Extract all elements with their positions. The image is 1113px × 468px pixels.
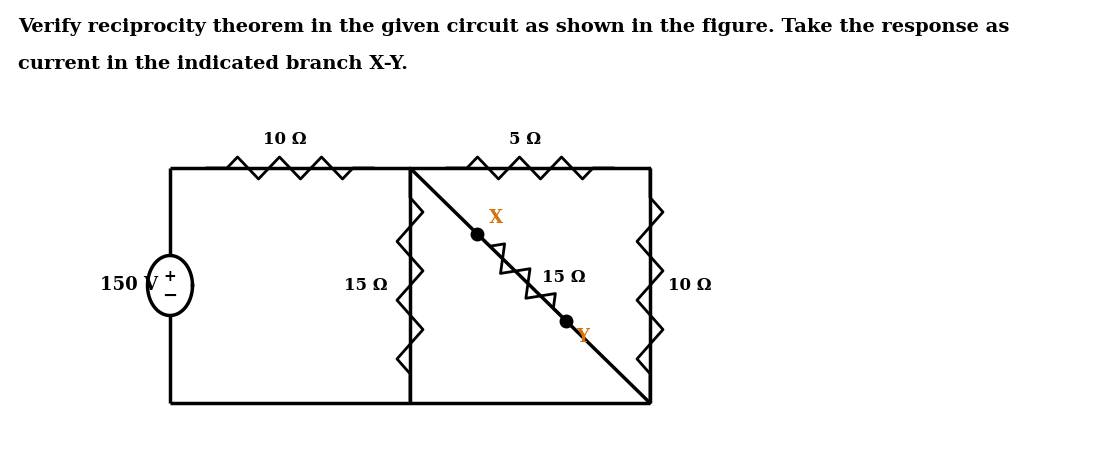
Text: 10 Ω: 10 Ω [263,131,307,148]
Text: Y: Y [577,328,589,346]
Text: −: − [162,286,178,305]
Text: 150 V: 150 V [100,277,158,294]
Text: 10 Ω: 10 Ω [668,277,711,294]
Text: 15 Ω: 15 Ω [344,277,388,294]
Text: +: + [164,269,176,284]
Text: Verify reciprocity theorem in the given circuit as shown in the figure. Take the: Verify reciprocity theorem in the given … [18,18,1009,36]
Text: X: X [490,209,503,227]
Text: current in the indicated branch X-Y.: current in the indicated branch X-Y. [18,55,408,73]
Text: 15 Ω: 15 Ω [542,269,585,286]
Text: 5 Ω: 5 Ω [509,131,541,148]
